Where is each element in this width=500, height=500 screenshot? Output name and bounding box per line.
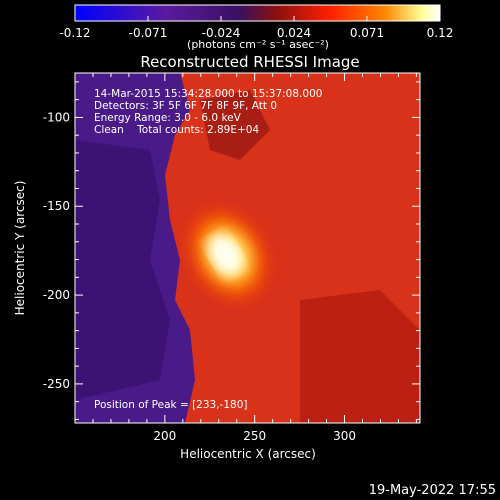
chart-title: Reconstructed RHESSI Image: [140, 53, 359, 71]
y-tick-label: -150: [43, 199, 70, 213]
info-block: 14-Mar-2015 15:34:28.000 to 15:37:08.000…: [94, 88, 322, 411]
peak-position: Position of Peak = [233,-180]: [94, 399, 248, 411]
time-range: 14-Mar-2015 15:34:28.000 to 15:37:08.000: [94, 88, 322, 100]
colorbar-tick-label: 0.024: [277, 26, 311, 40]
colorbar: [74, 4, 441, 22]
x-axis-label: Heliocentric X (arcsec): [180, 447, 316, 461]
footer-date: 19-May-2022 17:55: [369, 483, 496, 498]
colorbar-tick-label: 0.071: [350, 26, 384, 40]
colorbar-tick-label: 0.12: [427, 26, 454, 40]
x-tick-label: 200: [153, 429, 176, 443]
y-tick-label: -100: [43, 110, 70, 124]
y-tick-label: -200: [43, 288, 70, 302]
x-tick-label: 250: [243, 429, 266, 443]
plot-area: [74, 72, 421, 424]
colorbar-tick-label: -0.12: [59, 26, 90, 40]
x-tick-label: 300: [333, 429, 356, 443]
y-axis-label: Heliocentric Y (arcsec): [13, 181, 27, 316]
y-axis-ticks: -100 -150 -200 -250: [43, 81, 420, 420]
y-tick-label: -250: [43, 377, 70, 391]
colorbar-unit: (photons cm⁻² s⁻¹ asec⁻²): [187, 38, 329, 51]
colorbar-ticks: -0.12 -0.071 -0.024 0.024 0.071 0.12: [59, 16, 453, 40]
detectors: Detectors: 3F 5F 6F 7F 8F 9F, Att 0: [94, 100, 277, 112]
colorbar-tick-label: -0.024: [202, 26, 241, 40]
energy-range: Energy Range: 3.0 - 6.0 keV: [94, 112, 242, 124]
colorbar-tick-label: -0.071: [129, 26, 168, 40]
x-axis-ticks: 200 250 300: [92, 73, 417, 443]
clean-total-counts: Clean Total counts: 2.89E+04: [94, 124, 259, 136]
